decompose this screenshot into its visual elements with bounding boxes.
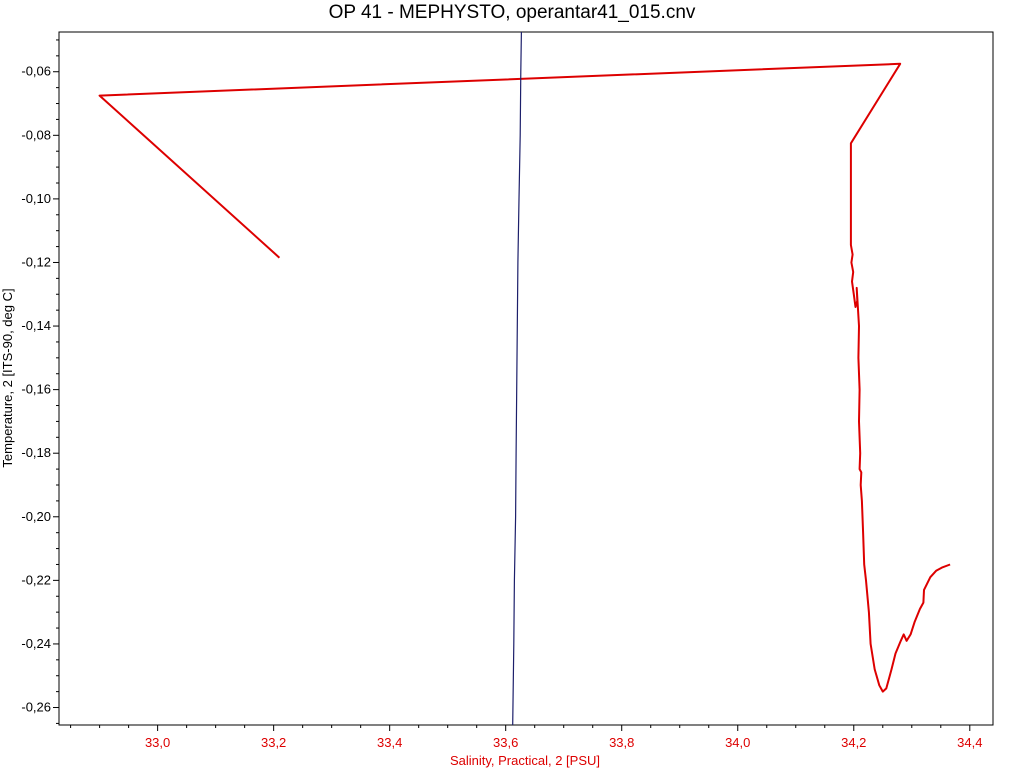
- x-tick-label: 33,2: [261, 735, 286, 750]
- y-tick-label: -0,20: [21, 509, 51, 524]
- y-tick-label: -0,14: [21, 318, 51, 333]
- y-tick-label: -0,06: [21, 64, 51, 79]
- y-axis-label: Temperature, 2 [ITS-90, deg C]: [0, 288, 15, 467]
- series-red-line: [98, 62, 951, 693]
- x-tick-label: 33,4: [377, 735, 402, 750]
- x-axis-label: Salinity, Practical, 2 [PSU]: [450, 753, 600, 768]
- y-axis: -0,06 -0,08 -0,10 -0,12 -0,14 -0,16 -0,18 -0,20…: [21, 39, 59, 724]
- x-tick-label: 34,4: [957, 735, 982, 750]
- x-tick-label: 33,8: [609, 735, 634, 750]
- y-tick-label: -0,24: [21, 636, 51, 651]
- x-tick-label: 33,0: [145, 735, 170, 750]
- y-tick-label: -0,10: [21, 191, 51, 206]
- x-tick-label: 34,2: [841, 735, 866, 750]
- y-tick-label: -0,22: [21, 572, 51, 587]
- x-tick-label: 33,6: [493, 735, 518, 750]
- x-tick-label: 34,0: [725, 735, 750, 750]
- series-group: [98, 31, 951, 726]
- y-tick-label: -0,12: [21, 254, 51, 269]
- series-blue-line: [512, 31, 522, 726]
- y-tick-label: -0,26: [21, 700, 51, 715]
- chart-title: OP 41 - MEPHYSTO, operantar41_015.cnv: [328, 2, 696, 23]
- y-tick-label: -0,18: [21, 445, 51, 460]
- y-tick-label: -0,08: [21, 127, 51, 142]
- y-tick-label: -0,16: [21, 382, 51, 397]
- plot-frame: [58, 31, 994, 726]
- x-axis: 33,0 33,2 33,4 33,6 33,8 34,0 34,2 34,4: [70, 725, 982, 750]
